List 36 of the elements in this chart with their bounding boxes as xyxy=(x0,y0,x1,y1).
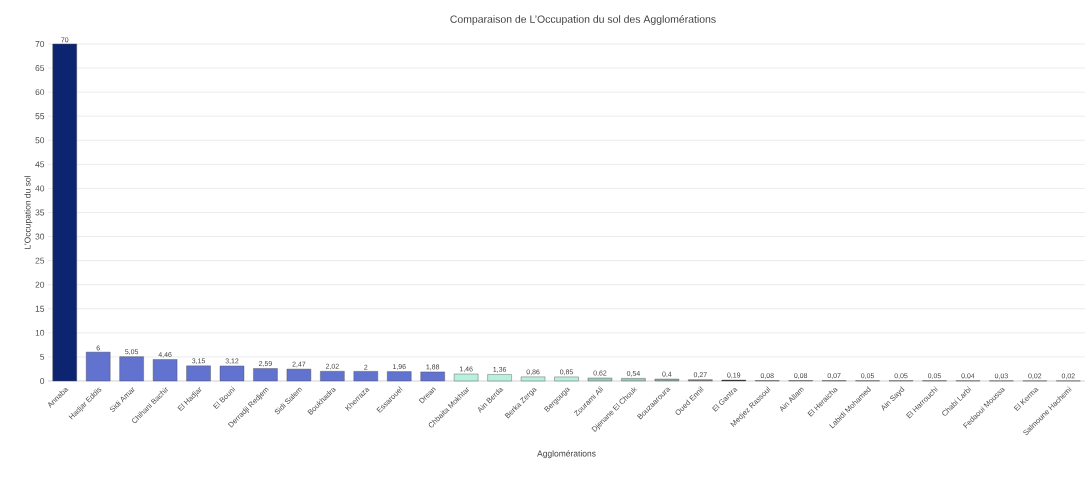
bar xyxy=(587,377,613,382)
bar xyxy=(420,371,445,382)
y-tick-label: 30 xyxy=(35,233,45,240)
y-axis-title: L’Occupation du sol xyxy=(24,176,33,249)
bar xyxy=(85,351,111,382)
bar xyxy=(320,371,345,382)
bar xyxy=(621,378,646,382)
y-tick-label: 10 xyxy=(35,329,45,336)
bar xyxy=(520,376,546,382)
bar xyxy=(554,376,579,382)
y-tick-label: 60 xyxy=(35,89,45,96)
y-tick-label: 55 xyxy=(35,113,45,120)
y-tick-label: 20 xyxy=(35,281,45,288)
x-axis-title: Agglomérations xyxy=(537,450,596,459)
y-tick-label: 65 xyxy=(35,65,45,72)
bar xyxy=(286,368,312,382)
y-tick-label: 5 xyxy=(40,353,45,360)
bar xyxy=(186,365,211,382)
y-tick-label: 0 xyxy=(40,377,45,384)
y-tick-label: 50 xyxy=(35,137,45,144)
y-tick-label: 40 xyxy=(35,185,45,192)
bar xyxy=(353,371,378,382)
bar xyxy=(253,368,278,382)
y-tick-label: 70 xyxy=(35,41,45,47)
bar xyxy=(152,359,178,382)
bar xyxy=(453,373,479,382)
y-tick-label: 35 xyxy=(35,209,45,216)
bar xyxy=(487,374,512,382)
chart-title: Comparaison de L’Occupation du sol des Agglomérations xyxy=(450,15,716,25)
y-tick-label: 25 xyxy=(35,257,45,264)
bar xyxy=(119,356,144,382)
bar xyxy=(219,365,245,382)
bar xyxy=(52,43,77,382)
y-tick-label: 45 xyxy=(35,161,45,168)
bar xyxy=(387,371,412,382)
y-tick-label: 15 xyxy=(35,305,45,312)
